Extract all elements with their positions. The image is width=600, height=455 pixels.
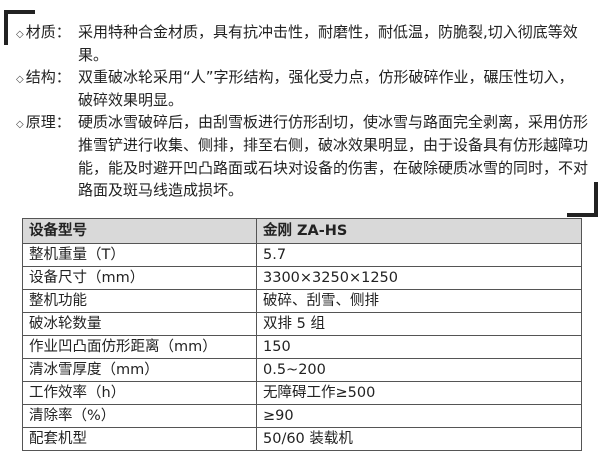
table-row: 整机重量（T） 5.7: [22, 243, 582, 267]
corner-bracket-top-left: [4, 10, 8, 45]
feature-item: ◇ 材质： 采用特种合金材质，具有抗冲击性，耐磨性，耐低温，防脆裂,切入彻底等效果。: [8, 21, 588, 66]
feature-list: ◇ 材质： 采用特种合金材质，具有抗冲击性，耐磨性，耐低温，防脆裂,切入彻底等效果。…: [8, 21, 588, 202]
corner-bracket-bottom-right: [594, 182, 598, 217]
value-cell: 5.7: [256, 243, 582, 267]
corner-bracket-top-left: [4, 10, 35, 14]
value-cell: 双排 5 组: [256, 312, 582, 336]
value-cell: 0.5~200: [256, 358, 582, 382]
param-cell: 工作效率（h）: [22, 381, 257, 405]
feature-item: ◇ 原理： 硬质冰雪破碎后，由刮雪板进行仿形刮切，使冰雪与路面完全剥离，采用仿形推雪…: [8, 111, 588, 201]
header-cell: 设备型号: [22, 218, 257, 244]
table-row: 设备尺寸（mm） 3300×3250×1250: [22, 266, 582, 290]
param-cell: 整机重量（T）: [22, 243, 257, 267]
param-cell: 破冰轮数量: [22, 312, 257, 336]
feature-label: 结构：: [25, 68, 71, 87]
param-cell: 作业凹凸面仿形距离（mm）: [22, 335, 257, 359]
value-cell: ≥90: [256, 404, 582, 428]
value-cell: 3300×3250×1250: [256, 266, 582, 290]
table-row: 工作效率（h） 无障碍工作≥500: [22, 381, 582, 405]
param-cell: 清除率（%）: [22, 404, 257, 428]
feature-text: 硬质冰雪破碎后，由刮雪板进行仿形刮切，使冰雪与路面完全剥离，采用仿形推雪铲进行收…: [78, 113, 589, 200]
corner-bracket-bottom-right: [567, 213, 598, 217]
table-row: 清除率（%） ≥90: [22, 404, 582, 428]
table-row: 整机功能 破碎、刮雪、侧排: [22, 289, 582, 313]
diamond-bullet-icon: ◇: [16, 29, 24, 40]
header-cell: 金刚 ZA-HS: [256, 218, 582, 244]
spec-table: 设备型号 金刚 ZA-HS 整机重量（T） 5.7 设备尺寸（mm） 3300×3250…: [22, 218, 582, 451]
diamond-bullet-icon: ◇: [16, 74, 24, 86]
feature-item: ◇ 结构： 双重破冰轮采用“人”字形结构，强化受力点，仿形破碎作业，碾压性切入，破碎…: [8, 66, 588, 111]
table-row: 配套机型 50/60 装载机: [22, 427, 582, 451]
value-cell: 无障碍工作≥500: [256, 381, 582, 405]
param-cell: 清冰雪厚度（mm）: [22, 358, 257, 382]
param-cell: 设备尺寸（mm）: [22, 266, 257, 290]
table-row: 清冰雪厚度（mm） 0.5~200: [22, 358, 582, 382]
feature-text: 采用特种合金材质，具有抗冲击性，耐磨性，耐低温，防脆裂,切入彻底等效果。: [78, 23, 578, 64]
feature-label: 原理：: [25, 113, 71, 132]
value-cell: 50/60 装载机: [256, 427, 582, 451]
feature-label: 材质：: [25, 23, 71, 41]
table-row: 破冰轮数量 双排 5 组: [22, 312, 582, 336]
table-header-row: 设备型号 金刚 ZA-HS: [22, 218, 582, 244]
diamond-bullet-icon: ◇: [16, 119, 24, 131]
param-cell: 配套机型: [22, 427, 257, 451]
value-cell: 150: [256, 335, 582, 359]
param-cell: 整机功能: [22, 289, 257, 313]
feature-text: 双重破冰轮采用“人”字形结构，强化受力点，仿形破碎作业，碾压性切入，破碎效果明显…: [78, 68, 574, 109]
value-cell: 破碎、刮雪、侧排: [256, 289, 582, 313]
table-row: 作业凹凸面仿形距离（mm） 150: [22, 335, 582, 359]
